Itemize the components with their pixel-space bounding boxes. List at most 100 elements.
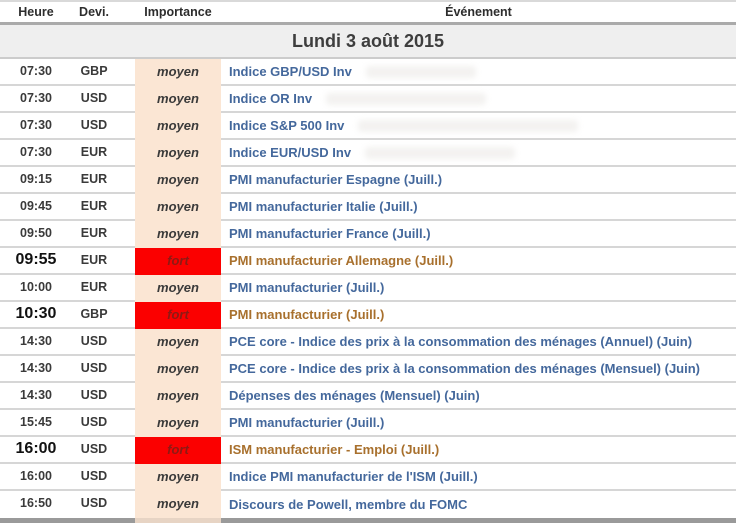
row-spacer xyxy=(116,113,135,140)
col-header-evenement[interactable]: Événement xyxy=(445,5,512,19)
event-time: 07:30 xyxy=(0,113,72,140)
table-row: 14:30 USD moyen PCE core - Indice des pr… xyxy=(0,329,736,356)
row-spacer xyxy=(116,221,135,248)
event-label: PMI manufacturier (Juill.) xyxy=(229,307,385,322)
event-currency: USD xyxy=(72,383,116,410)
importance-badge: moyen xyxy=(135,329,221,356)
event-time: 14:30 xyxy=(0,356,72,383)
event-link[interactable]: Discours de Powell, membre du FOMC xyxy=(221,491,736,518)
event-label: ISM manufacturier - Emploi (Juill.) xyxy=(229,442,440,457)
importance-badge: moyen xyxy=(135,464,221,491)
event-link[interactable]: PMI manufacturier (Juill.) xyxy=(221,410,736,437)
table-row: 07:30 GBP moyen Indice GBP/USD Inv xyxy=(0,59,736,86)
bottom-bar-importance-segment xyxy=(135,518,221,523)
header-separator xyxy=(0,22,736,25)
importance-badge: moyen xyxy=(135,275,221,302)
event-currency: EUR xyxy=(72,221,116,248)
event-currency: USD xyxy=(72,86,116,113)
row-spacer xyxy=(116,59,135,86)
table-row: 14:30 USD moyen Dépenses des ménages (Me… xyxy=(0,383,736,410)
event-currency: GBP xyxy=(72,302,116,329)
event-link[interactable]: PMI manufacturier (Juill.) xyxy=(221,275,736,302)
event-time: 16:00 xyxy=(0,464,72,491)
row-spacer xyxy=(116,329,135,356)
event-link[interactable]: PCE core - Indice des prix à la consomma… xyxy=(221,329,736,356)
event-time: 09:45 xyxy=(0,194,72,221)
event-currency: EUR xyxy=(72,140,116,167)
event-currency: USD xyxy=(72,113,116,140)
event-link[interactable]: PMI manufacturier (Juill.) xyxy=(221,302,736,329)
table-header-row: Heure Devi. Importance Événement xyxy=(0,2,736,22)
col-header-heure: Heure xyxy=(18,5,54,19)
table-row: 16:50 USD moyen Discours de Powell, memb… xyxy=(0,491,736,518)
event-time: 15:45 xyxy=(0,410,72,437)
event-currency: USD xyxy=(72,464,116,491)
table-row: 10:30 GBP fort PMI manufacturier (Juill.… xyxy=(0,302,736,329)
table-row: 09:45 EUR moyen PMI manufacturier Italie… xyxy=(0,194,736,221)
bottom-bar xyxy=(0,518,736,523)
event-currency: USD xyxy=(72,437,116,464)
importance-badge: moyen xyxy=(135,383,221,410)
importance-badge: moyen xyxy=(135,86,221,113)
event-link[interactable]: PCE core - Indice des prix à la consomma… xyxy=(221,356,736,383)
event-link[interactable]: Indice PMI manufacturier de l'ISM (Juill… xyxy=(221,464,736,491)
row-spacer xyxy=(116,86,135,113)
event-time: 14:30 xyxy=(0,329,72,356)
importance-badge: fort xyxy=(135,302,221,329)
row-spacer xyxy=(116,383,135,410)
row-spacer xyxy=(116,464,135,491)
event-link[interactable]: Indice EUR/USD Inv xyxy=(221,140,736,167)
event-link[interactable]: PMI manufacturier Allemagne (Juill.) xyxy=(221,248,736,275)
event-link[interactable]: PMI manufacturier Italie (Juill.) xyxy=(221,194,736,221)
event-label: Indice S&P 500 Inv xyxy=(229,118,345,133)
event-link[interactable]: PMI manufacturier France (Juill.) xyxy=(221,221,736,248)
table-row: 09:50 EUR moyen PMI manufacturier France… xyxy=(0,221,736,248)
event-link[interactable]: Indice GBP/USD Inv xyxy=(221,59,736,86)
event-time: 09:55 xyxy=(0,248,72,275)
row-spacer xyxy=(116,437,135,464)
event-time: 09:50 xyxy=(0,221,72,248)
bottom-bar-right-segment xyxy=(221,518,736,523)
event-time: 09:15 xyxy=(0,167,72,194)
event-currency: USD xyxy=(72,356,116,383)
event-label: Indice OR Inv xyxy=(229,91,313,106)
row-spacer xyxy=(116,302,135,329)
economic-calendar: Heure Devi. Importance Événement Lundi 3… xyxy=(0,0,736,523)
table-row: 09:15 EUR moyen PMI manufacturier Espagn… xyxy=(0,167,736,194)
table-row: 16:00 USD moyen Indice PMI manufacturier… xyxy=(0,464,736,491)
table-row: 15:45 USD moyen PMI manufacturier (Juill… xyxy=(0,410,736,437)
event-time: 10:00 xyxy=(0,275,72,302)
importance-badge: fort xyxy=(135,248,221,275)
importance-badge: moyen xyxy=(135,194,221,221)
erased-text-smudge xyxy=(326,92,487,105)
row-spacer xyxy=(116,275,135,302)
event-link[interactable]: Dépenses des ménages (Mensuel) (Juin) xyxy=(221,383,736,410)
event-link[interactable]: Indice S&P 500 Inv xyxy=(221,113,736,140)
event-currency: USD xyxy=(72,329,116,356)
table-row: 16:00 USD fort ISM manufacturier - Emplo… xyxy=(0,437,736,464)
importance-badge: moyen xyxy=(135,491,221,518)
erased-text-smudge xyxy=(365,146,516,159)
event-label: Dépenses des ménages (Mensuel) (Juin) xyxy=(229,388,480,403)
table-top-border xyxy=(0,0,736,2)
event-link[interactable]: PMI manufacturier Espagne (Juill.) xyxy=(221,167,736,194)
event-time: 07:30 xyxy=(0,140,72,167)
row-spacer xyxy=(116,356,135,383)
event-time: 07:30 xyxy=(0,59,72,86)
table-row: 09:55 EUR fort PMI manufacturier Allemag… xyxy=(0,248,736,275)
date-banner: Lundi 3 août 2015 xyxy=(0,25,736,59)
event-currency: GBP xyxy=(72,59,116,86)
table-row: 10:00 EUR moyen PMI manufacturier (Juill… xyxy=(0,275,736,302)
event-label: PMI manufacturier Espagne (Juill.) xyxy=(229,172,443,187)
event-currency: USD xyxy=(72,410,116,437)
table-row: 07:30 USD moyen Indice S&P 500 Inv xyxy=(0,113,736,140)
event-label: Indice EUR/USD Inv xyxy=(229,145,352,160)
table-body: 07:30 GBP moyen Indice GBP/USD Inv 07:30… xyxy=(0,59,736,518)
event-link[interactable]: Indice OR Inv xyxy=(221,86,736,113)
event-link[interactable]: ISM manufacturier - Emploi (Juill.) xyxy=(221,437,736,464)
event-label: Indice PMI manufacturier de l'ISM (Juill… xyxy=(229,469,478,484)
importance-badge: moyen xyxy=(135,167,221,194)
event-time: 07:30 xyxy=(0,86,72,113)
event-label: PCE core - Indice des prix à la consomma… xyxy=(229,334,693,349)
event-currency: EUR xyxy=(72,275,116,302)
